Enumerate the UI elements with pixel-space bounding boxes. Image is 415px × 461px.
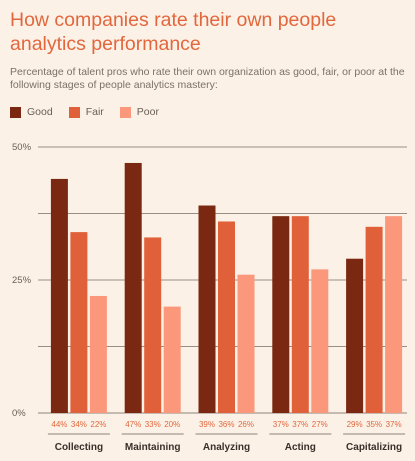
category-label: Maintaining — [125, 442, 181, 453]
data-label: 37% — [292, 420, 308, 429]
data-label: 39% — [199, 420, 215, 429]
data-label: 37% — [273, 420, 289, 429]
legend-item-good: Good — [10, 106, 53, 118]
y-tick-label: 0% — [12, 408, 26, 419]
legend-label-fair: Fair — [85, 106, 104, 118]
bar-good-analyzing — [198, 205, 216, 413]
legend-swatch-poor — [119, 106, 131, 118]
legend: Good Fair Poor — [10, 104, 175, 120]
legend-item-fair: Fair — [68, 106, 104, 118]
y-tick-label: 25% — [12, 275, 32, 286]
bar-fair-acting — [291, 216, 309, 413]
chart-title: How companies rate their own people anal… — [10, 9, 337, 55]
bar-good-acting — [272, 216, 290, 413]
data-label: 33% — [145, 420, 161, 429]
bar-poor-capitalizing — [385, 216, 403, 413]
chart-subtitle: Percentage of talent pros who rate their… — [10, 66, 405, 91]
category-label: Capitalizing — [346, 442, 402, 453]
data-label: 44% — [51, 420, 67, 429]
bar-fair-capitalizing — [365, 226, 383, 413]
legend-label-good: Good — [27, 106, 53, 118]
bar-poor-acting — [311, 269, 329, 413]
legend-item-poor: Poor — [119, 106, 159, 118]
legend-swatch-good — [10, 106, 21, 118]
bar-poor-collecting — [89, 295, 107, 413]
data-label: 35% — [366, 420, 382, 429]
data-label: 27% — [312, 420, 328, 429]
bar-poor-maintaining — [163, 306, 181, 413]
y-tick-label: 50% — [12, 142, 32, 153]
bar-poor-analyzing — [237, 274, 255, 413]
bar-fair-maintaining — [144, 237, 162, 413]
bar-fair-collecting — [70, 232, 88, 413]
category-label: Analyzing — [203, 442, 250, 453]
bar-good-capitalizing — [346, 258, 364, 413]
category-label: Collecting — [55, 442, 103, 453]
data-label: 22% — [90, 420, 106, 429]
bar-fair-analyzing — [218, 221, 235, 413]
data-label: 26% — [238, 420, 254, 429]
data-label: 47% — [125, 420, 141, 429]
bar-good-collecting — [50, 178, 68, 413]
category-label: Acting — [285, 442, 316, 453]
data-label: 37% — [386, 420, 402, 429]
bar-good-maintaining — [124, 162, 142, 413]
data-label: 29% — [347, 420, 363, 429]
data-label: 34% — [71, 420, 87, 429]
legend-swatch-fair — [68, 106, 80, 118]
data-label: 36% — [218, 420, 234, 429]
data-label: 20% — [164, 420, 180, 429]
legend-label-poor: Poor — [136, 106, 159, 118]
